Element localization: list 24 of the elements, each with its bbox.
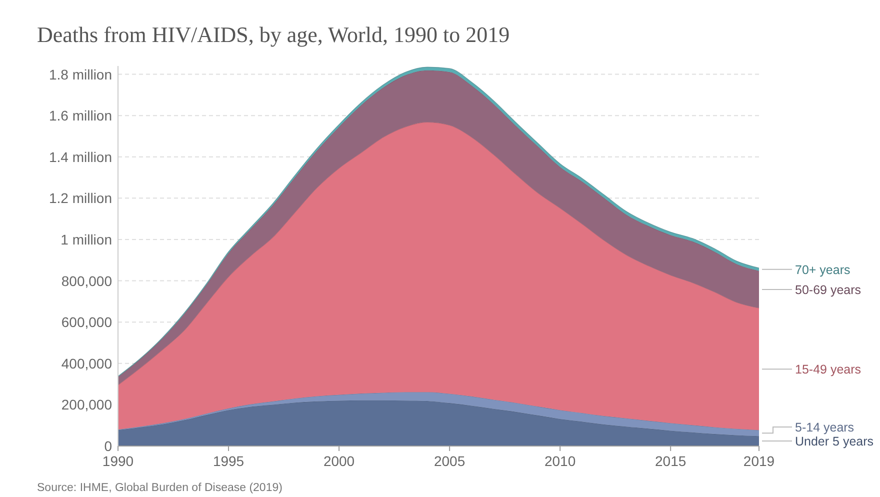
y-tick-label: 400,000 [61,355,112,372]
x-tick-label: 1990 [102,453,134,469]
y-tick-label: 1 million [60,231,112,248]
x-tick-label: 1995 [212,453,244,469]
y-tick-label: 800,000 [61,272,112,289]
x-tick-label: 2015 [655,453,686,469]
x-tick-label: 2005 [434,453,466,469]
y-tick-label: 1.6 million [48,108,112,124]
chart-title: Deaths from HIV/AIDS, by age, World, 1990 to 2019 [37,22,510,47]
y-tick-label: 600,000 [61,314,112,330]
y-tick-label: 200,000 [61,396,112,413]
text: 50-69 years [795,282,862,297]
text: 5-14 years [795,420,854,435]
text: Under 5 years [795,434,874,449]
y-tick-label: 1.8 million [48,66,112,82]
text: 15-49 years [795,362,862,377]
x-tick-label: 2019 [743,453,775,469]
x-tick-label: 2010 [544,453,576,469]
y-tick-label: 0 [104,438,112,454]
source-note: Source: IHME, Global Burden of Disease (2019) [37,482,283,494]
y-tick-label: 1.2 million [48,190,112,206]
y-tick-label: 1.4 million [48,148,112,165]
text: 70+ years [795,262,850,277]
x-tick-label: 2000 [323,453,355,469]
